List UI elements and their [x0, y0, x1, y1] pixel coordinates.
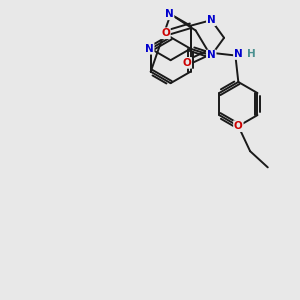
Text: H: H	[247, 49, 256, 59]
Text: N: N	[234, 49, 243, 59]
Text: O: O	[161, 28, 170, 38]
Text: O: O	[234, 121, 243, 131]
Text: N: N	[207, 50, 216, 61]
Text: N: N	[207, 15, 216, 25]
Text: N: N	[165, 9, 173, 19]
Text: N: N	[145, 44, 154, 54]
Text: O: O	[182, 58, 191, 68]
